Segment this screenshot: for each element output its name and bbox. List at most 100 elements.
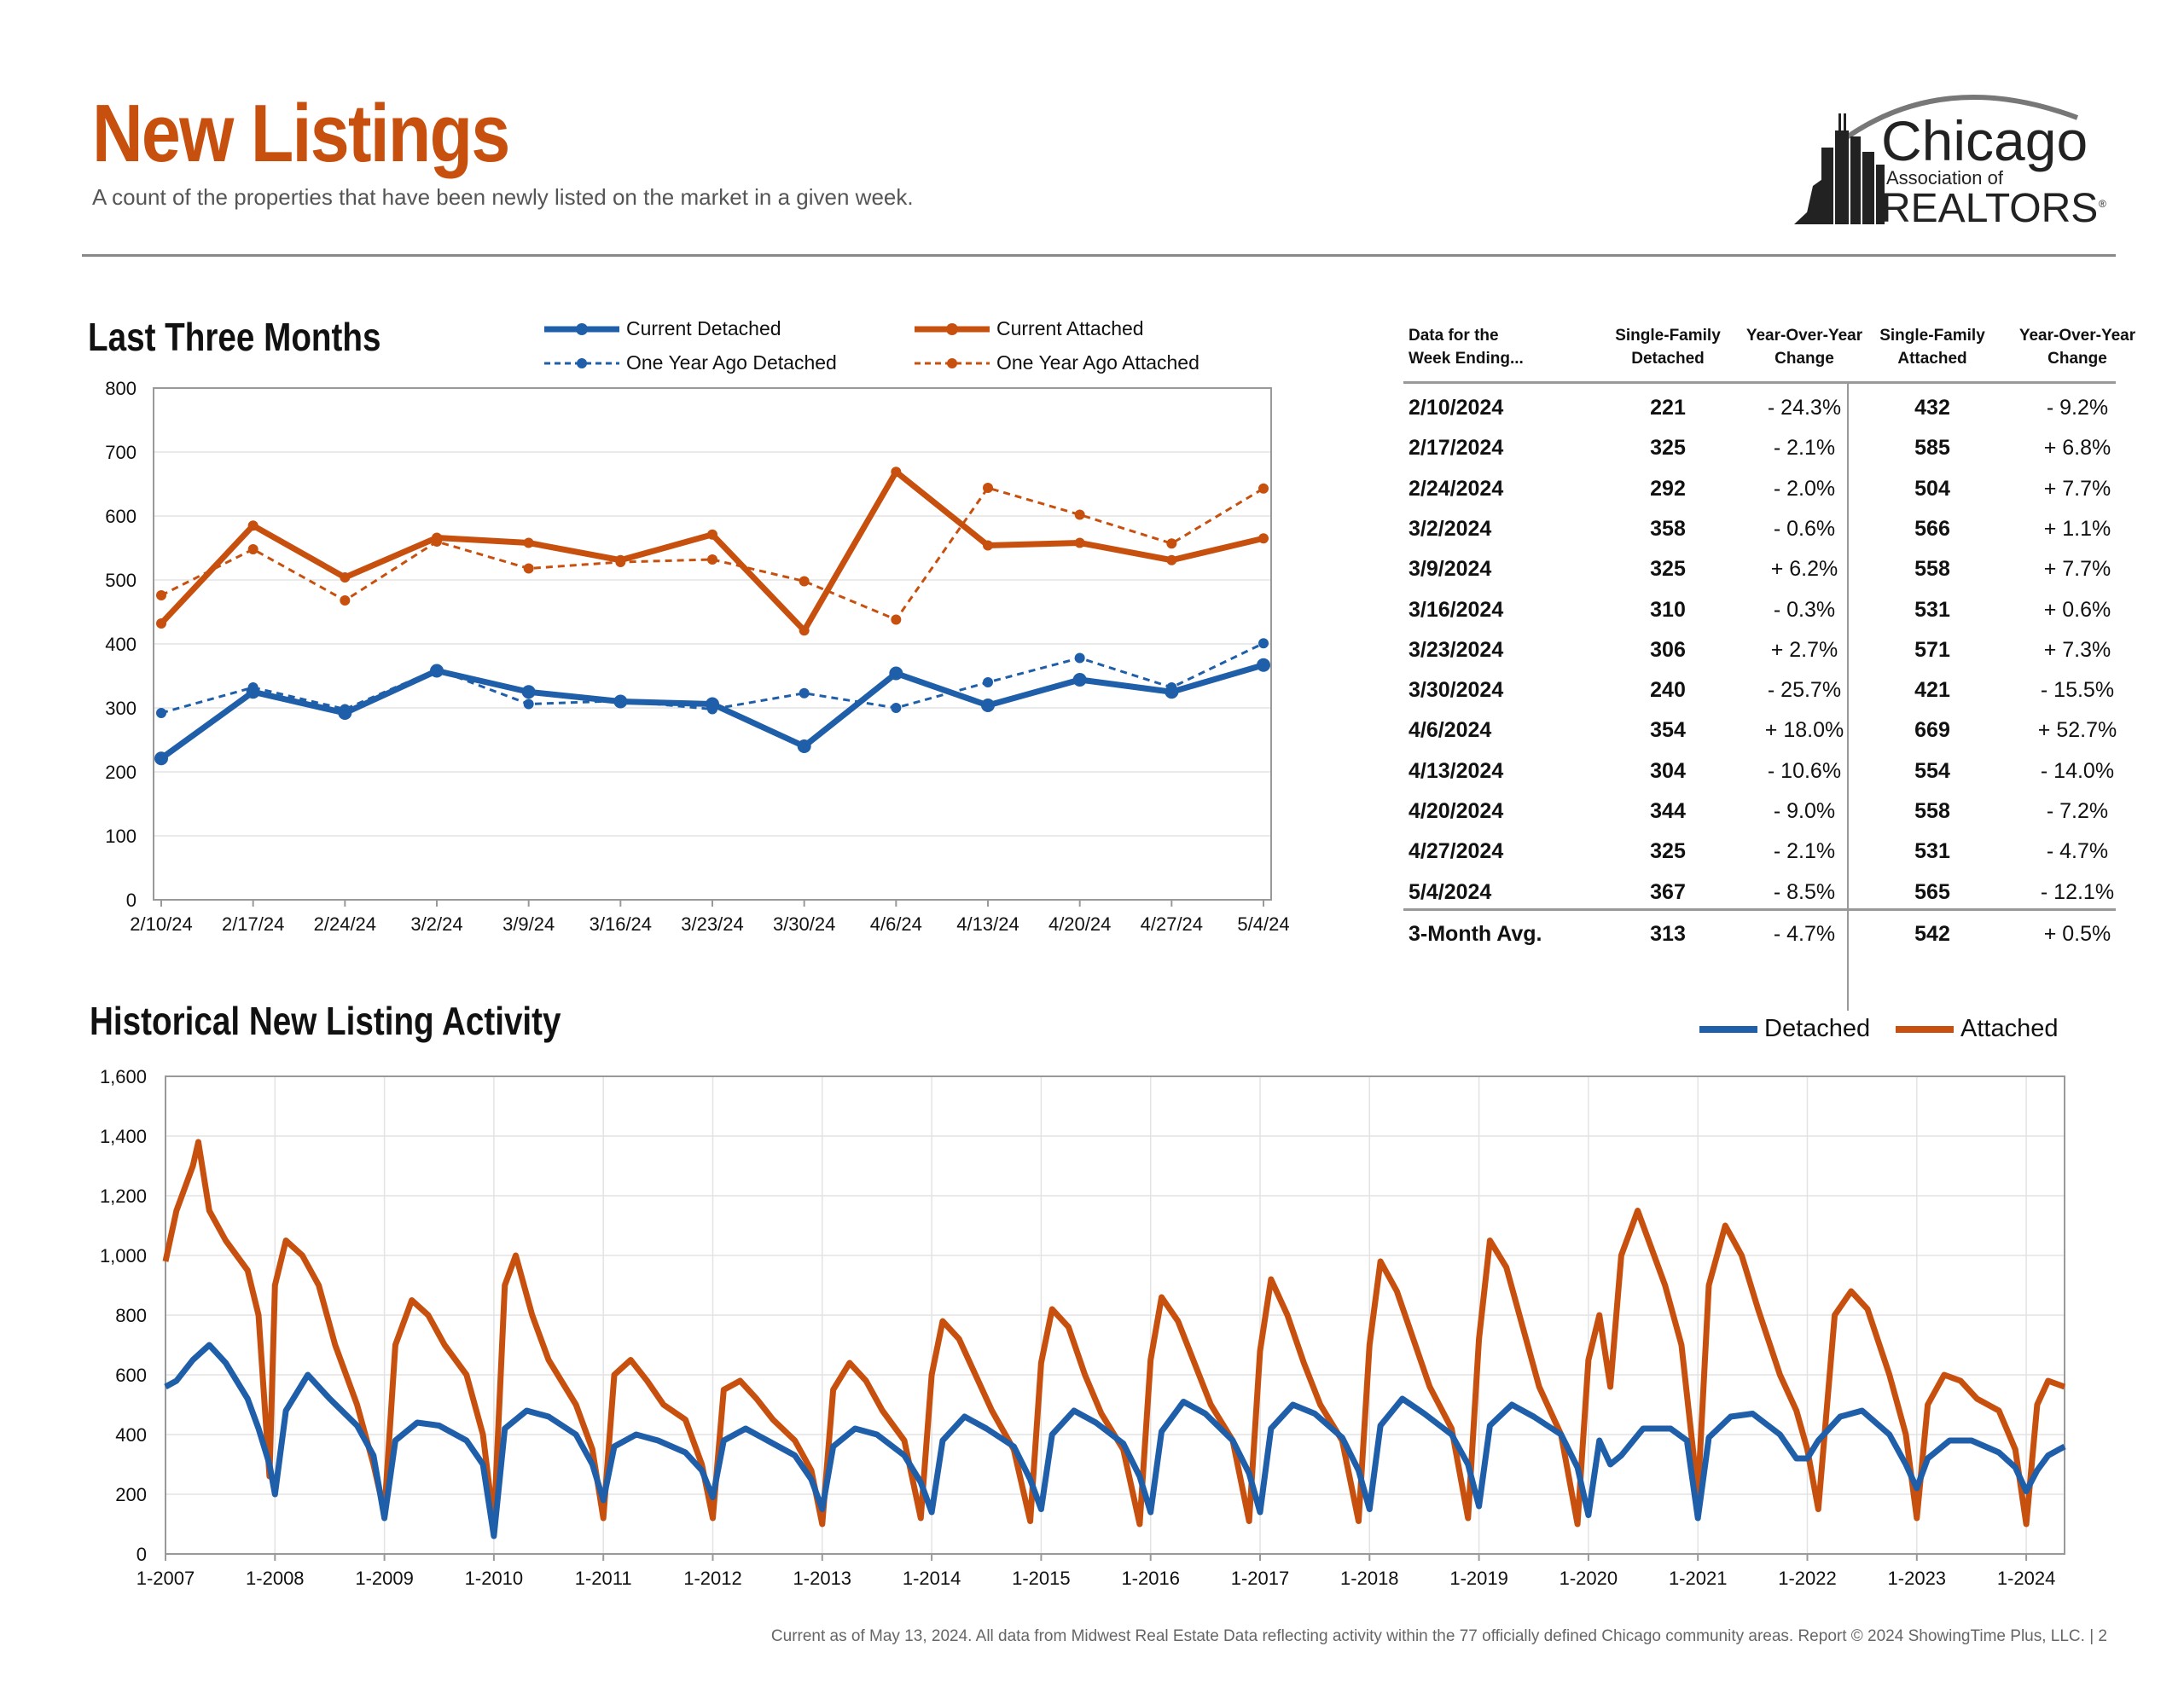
data-point bbox=[889, 666, 903, 681]
data-point bbox=[706, 697, 719, 711]
row-attached: 531 bbox=[1914, 597, 1950, 622]
row-week: 3/30/2024 bbox=[1409, 678, 1504, 703]
x-tick-label: 1-2021 bbox=[1669, 1568, 1728, 1589]
row-attached: 421 bbox=[1914, 678, 1950, 703]
header-yoy-attached-line1: Year-Over-Year bbox=[2018, 327, 2136, 345]
legend-attached-label: Attached bbox=[1960, 1015, 2059, 1042]
row-detached: 367 bbox=[1650, 879, 1686, 904]
row-yoy-detached: - 24.3% bbox=[1767, 396, 1842, 420]
x-tick-label: 1-2018 bbox=[1340, 1568, 1399, 1589]
row-yoy-attached: - 7.2% bbox=[2046, 799, 2109, 823]
row-yoy-detached: + 6.2% bbox=[1770, 557, 1838, 582]
x-tick-label: 1-2008 bbox=[246, 1568, 305, 1589]
legend-current-attached-label: Current Attached bbox=[996, 317, 1144, 339]
legend-detached-label: Detached bbox=[1764, 1015, 1871, 1042]
legend-attached-swatch bbox=[1896, 1025, 1954, 1033]
three-months-chart: 0 100 200 300 400 500 600 700 800 2/10/24 2/17/24 2… bbox=[105, 378, 1289, 935]
row-detached: 240 bbox=[1650, 678, 1686, 703]
row-yoy-detached: - 0.3% bbox=[1773, 597, 1836, 622]
y-tick-label: 1,000 bbox=[100, 1245, 147, 1267]
y-tick-label: 300 bbox=[105, 698, 136, 719]
row-week: 2/24/2024 bbox=[1409, 476, 1504, 501]
y-tick-label: 100 bbox=[105, 826, 136, 847]
row-week: 3/2/2024 bbox=[1409, 516, 1492, 541]
x-tick-label: 5/4/24 bbox=[1237, 913, 1289, 935]
legend-current-attached-swatch bbox=[915, 322, 990, 335]
row-week: 3/23/2024 bbox=[1409, 637, 1504, 662]
y-tick-label: 0 bbox=[126, 890, 136, 911]
legend-current-detached-swatch bbox=[544, 322, 619, 335]
data-point bbox=[156, 708, 166, 718]
table-row: 3/16/2024 310 - 0.3% 531 + 0.6% bbox=[1403, 590, 2116, 630]
header-yoy-attached-line2: Change bbox=[2048, 350, 2107, 368]
header-sf-detached: Single-Family Detached bbox=[1591, 324, 1745, 370]
y-tick-label: 400 bbox=[115, 1424, 147, 1446]
data-point bbox=[156, 590, 166, 600]
series-line bbox=[159, 468, 1264, 634]
x-tick-label: 1-2019 bbox=[1449, 1568, 1508, 1589]
row-yoy-attached: + 52.7% bbox=[2037, 718, 2117, 743]
x-tick-label: 1-2013 bbox=[793, 1568, 852, 1589]
data-point bbox=[521, 685, 536, 699]
row-yoy-detached: - 10.6% bbox=[1767, 758, 1842, 783]
data-point bbox=[247, 544, 258, 554]
row-yoy-detached: - 2.1% bbox=[1773, 436, 1836, 461]
row-yoy-attached: + 6.8% bbox=[2043, 436, 2111, 461]
table-column-divider bbox=[1847, 384, 1849, 1011]
row-week: 3/9/2024 bbox=[1409, 557, 1492, 582]
header-sf-attached: Single-Family Attached bbox=[1856, 324, 2009, 370]
data-point bbox=[707, 554, 717, 565]
x-tick-label: 1-2015 bbox=[1012, 1568, 1071, 1589]
data-point bbox=[981, 699, 995, 712]
x-tick-label: 3/23/24 bbox=[681, 913, 743, 935]
x-tick-label: 1-2014 bbox=[903, 1568, 961, 1589]
page-title: New Listings bbox=[92, 88, 510, 179]
row-attached: 504 bbox=[1914, 476, 1950, 501]
row-yoy-detached: + 2.7% bbox=[1770, 637, 1838, 662]
header-sf-detached-line2: Detached bbox=[1631, 350, 1705, 368]
table-row: 4/13/2024 304 - 10.6% 554 - 14.0% bbox=[1403, 751, 2116, 791]
data-point bbox=[799, 687, 810, 699]
plot-frame bbox=[165, 1075, 2065, 1555]
y-tick-label: 200 bbox=[115, 1484, 147, 1505]
data-point bbox=[1258, 483, 1269, 494]
table-row: 5/4/2024 367 - 8.5% 565 - 12.1% bbox=[1403, 872, 2116, 913]
x-tick-label: 3/30/24 bbox=[773, 913, 835, 935]
row-yoy-detached: + 18.0% bbox=[1764, 718, 1844, 743]
data-point bbox=[432, 532, 442, 543]
table-row: 3/9/2024 325 + 6.2% 558 + 7.7% bbox=[1403, 549, 2116, 589]
row-yoy-attached: - 14.0% bbox=[2040, 758, 2115, 783]
row-detached: 325 bbox=[1650, 557, 1686, 582]
row-week: 4/13/2024 bbox=[1409, 758, 1504, 783]
y-tick-label: 200 bbox=[105, 762, 136, 783]
row-week: 4/27/2024 bbox=[1409, 839, 1504, 864]
legend-attached: Attached bbox=[1894, 1015, 2058, 1043]
row-attached: 432 bbox=[1914, 396, 1950, 420]
table-row: 2/17/2024 325 - 2.1% 585 + 6.8% bbox=[1403, 428, 2116, 468]
avg-detached: 313 bbox=[1650, 922, 1686, 946]
x-tick-label: 2/10/24 bbox=[130, 913, 192, 935]
data-point bbox=[797, 739, 811, 753]
row-week: 2/17/2024 bbox=[1409, 436, 1504, 461]
row-attached: 558 bbox=[1914, 799, 1950, 823]
row-yoy-detached: - 9.0% bbox=[1773, 799, 1836, 823]
data-point bbox=[1072, 673, 1087, 687]
series-line bbox=[162, 1139, 2066, 1528]
row-attached: 554 bbox=[1914, 758, 1950, 783]
row-yoy-attached: - 4.7% bbox=[2046, 839, 2109, 864]
data-point bbox=[613, 694, 628, 709]
data-point bbox=[799, 576, 810, 587]
row-yoy-attached: + 7.3% bbox=[2043, 637, 2111, 662]
avg-label: 3-Month Avg. bbox=[1409, 922, 1542, 946]
data-point bbox=[1166, 554, 1177, 565]
row-detached: 292 bbox=[1650, 476, 1686, 501]
data-point bbox=[1166, 538, 1177, 549]
row-detached: 358 bbox=[1650, 516, 1686, 541]
data-point bbox=[430, 664, 444, 678]
table-row: 2/24/2024 292 - 2.0% 504 + 7.7% bbox=[1403, 469, 2116, 509]
row-attached: 566 bbox=[1914, 516, 1950, 541]
x-tick-label: 1-2011 bbox=[575, 1568, 632, 1589]
data-point bbox=[1257, 658, 1270, 672]
x-tick-label: 3/2/24 bbox=[410, 913, 462, 935]
data-point bbox=[891, 703, 902, 713]
